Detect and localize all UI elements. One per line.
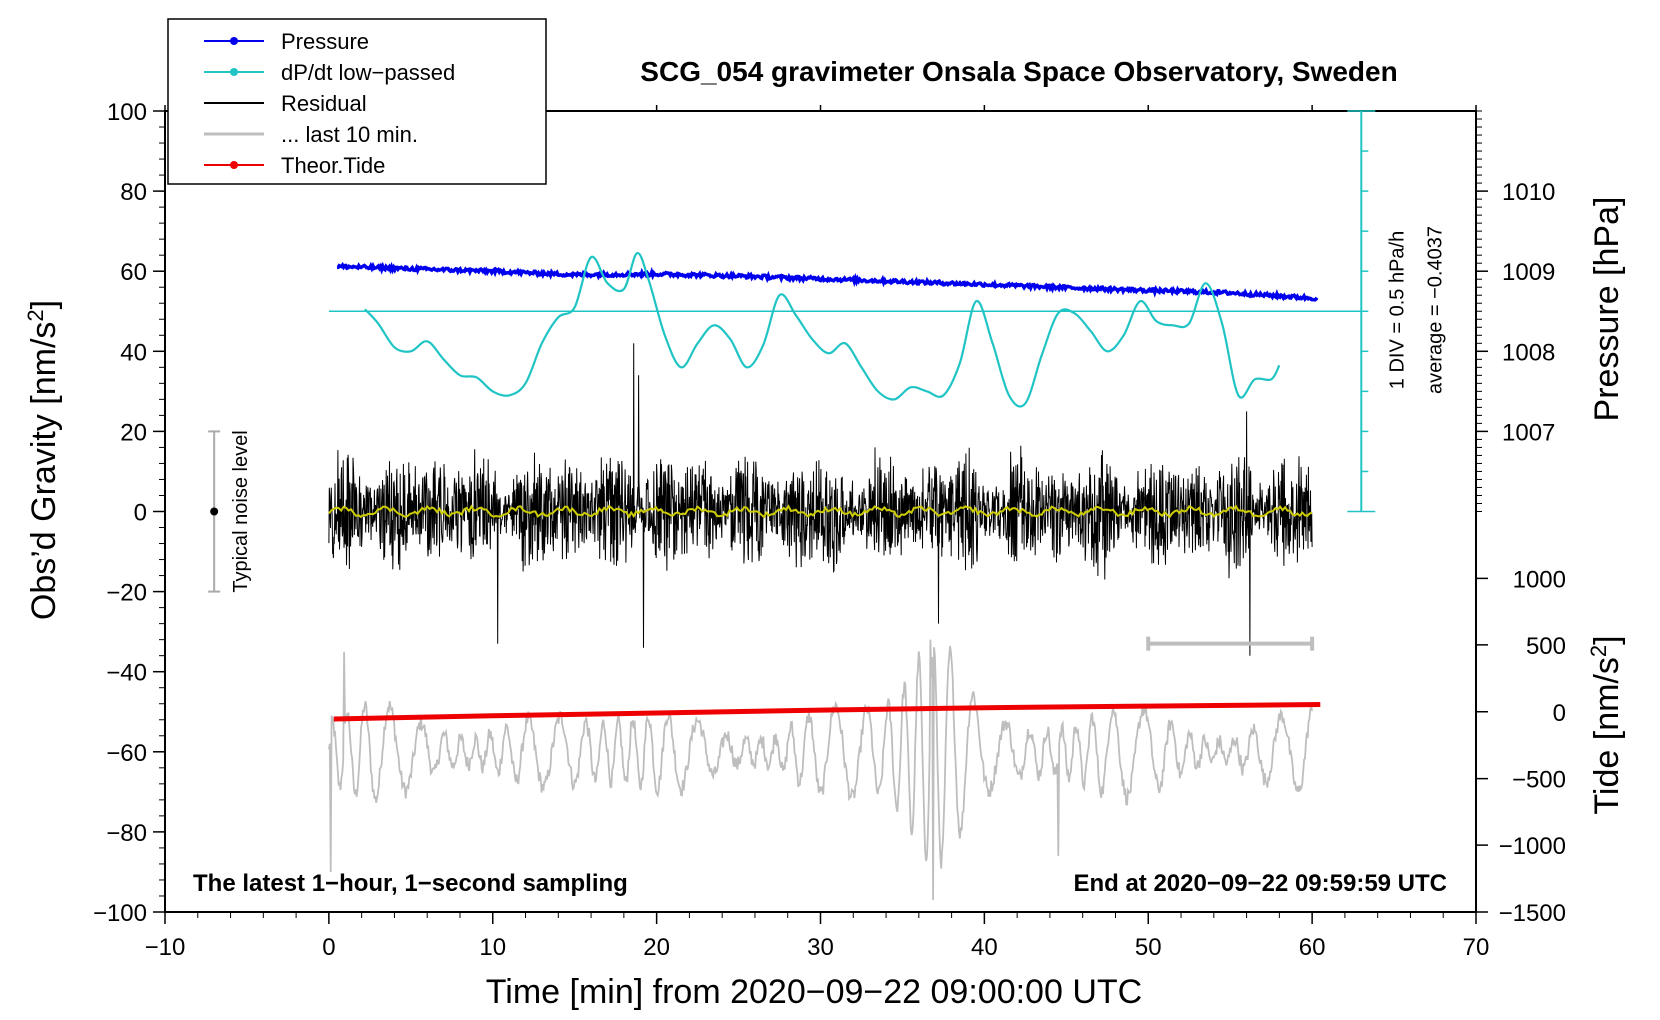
y-tick-label: 80 [120,179,147,206]
x-tick-label: 50 [1135,934,1162,961]
noise-level-indicator: Typical noise level [208,430,252,593]
x-tick-label: 10 [479,934,506,961]
x-axis-label: Time [min] from 2020−09−22 09:00:00 UTC [486,973,1142,1011]
legend-label: ... last 10 min. [281,122,418,147]
x-tick-label: 0 [322,934,335,961]
y-tick-label: 60 [120,259,147,286]
chart-title: SCG_054 gravimeter Onsala Space Observat… [640,56,1397,87]
legend-marker [230,161,238,169]
pressure-tick-label: 1008 [1502,339,1555,366]
noise-center-dot [210,507,219,516]
y-tick-label: 100 [107,99,147,126]
x-tick-label: 70 [1463,934,1490,961]
x-tick-label: 20 [643,934,670,961]
tide-tick-label: −500 [1512,767,1566,794]
x-tick-label: 60 [1299,934,1326,961]
legend: Pressure dP/dt low−passed Residual ... last… [167,18,547,185]
y-tick-label: −20 [106,580,147,607]
y-tick-label: −80 [106,820,147,847]
y-tick-label: 40 [120,339,147,366]
legend-marker [230,68,238,76]
x-tick-label: 30 [807,934,834,961]
legend-box [167,18,547,185]
series-last-10-min [328,639,1313,901]
pressure-axis-label: Pressure [hPa] [1588,197,1626,422]
tide-axis-ticks: −1500 −1000 −500 0 500 1000 [1476,566,1566,927]
legend-label: Pressure [281,29,369,54]
series-pressure [336,261,1319,303]
pressure-tick-label: 1010 [1502,179,1555,206]
pressure-tick-label: 1009 [1502,259,1555,286]
x-tick-label: 40 [971,934,998,961]
x-tick-label: −10 [145,934,186,961]
annotation-end-time: End at 2020−09−22 09:59:59 UTC [1073,870,1447,897]
y-tick-label: 0 [134,500,147,527]
tide-tick-label: −1500 [1499,900,1566,927]
y-tick-label: −60 [106,740,147,767]
tide-axis-label: Tide [nm/s2] [1586,635,1627,814]
data-series [328,252,1362,901]
series-residual-smoothed [328,504,1313,519]
dpdt-scale-bar: 1 DIV = 0.5 hPa/h average = −0.4037 [1347,110,1446,513]
legend-marker [230,37,238,45]
dpdt-div-label: 1 DIV = 0.5 hPa/h [1386,231,1408,389]
x-axis-ticks: −10 0 10 20 30 40 50 60 70 [145,105,1490,961]
tide-tick-label: 0 [1553,700,1566,727]
legend-label: Residual [281,91,367,116]
noise-level-label: Typical noise level [230,430,252,592]
annotation-sampling: The latest 1−hour, 1−second sampling [193,870,628,897]
legend-label: Theor.Tide [281,153,385,178]
series-dpdt-low-passed [364,252,1281,408]
y-tick-label: −100 [93,900,147,927]
tide-tick-label: 500 [1526,633,1566,660]
tide-tick-label: 1000 [1513,566,1566,593]
y-tick-label: 20 [120,419,147,446]
series-residual [328,343,1313,656]
legend-label: dP/dt low−passed [281,60,455,85]
series-theor-tide [333,702,1321,722]
y-axis-ticks: −100 −80 −60 −40 −20 0 20 40 60 80 100 [93,99,165,927]
pressure-tick-label: 1007 [1502,419,1555,446]
y-axis-label: Obs’d Gravity [nm/s2] [23,300,64,620]
tide-tick-label: −1000 [1499,833,1566,860]
y-tick-label: −40 [106,660,147,687]
pressure-axis-ticks: 1007 1008 1009 1010 [1476,110,1555,512]
dpdt-average-label: average = −0.4037 [1424,226,1446,394]
